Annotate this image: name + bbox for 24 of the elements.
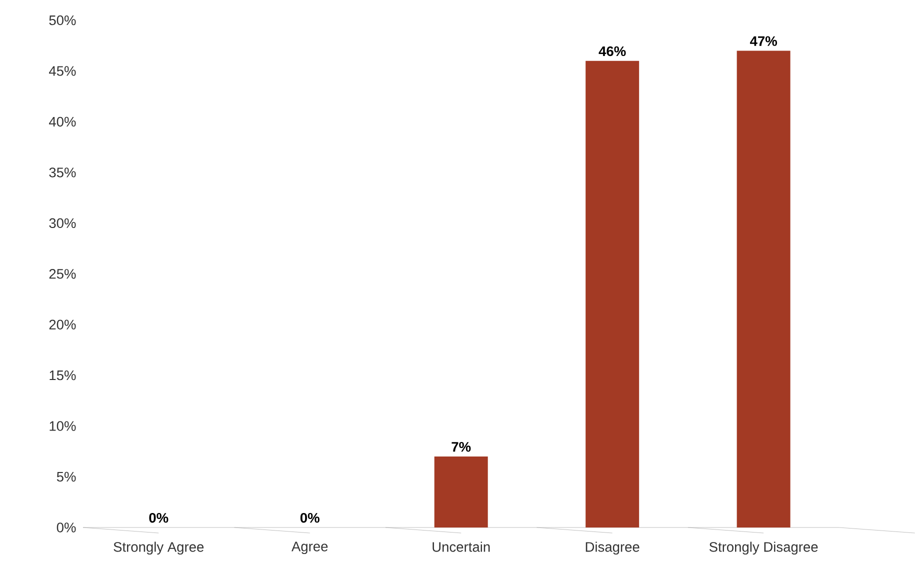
y-tick-label: 25% [49, 269, 76, 279]
y-tick-label: 50% [49, 16, 76, 26]
y-tick-label: 5% [56, 472, 76, 482]
data-label: 0% [149, 513, 168, 523]
y-tick-label: 30% [49, 218, 76, 228]
y-tick-label: 20% [49, 320, 76, 330]
x-tick-label: Strongly Disagree [709, 542, 818, 555]
x-tick-label: Disagree [586, 542, 640, 555]
x-tick-label: Agree [292, 542, 328, 554]
data-label: 47% [750, 36, 777, 46]
data-label: 7% [452, 442, 471, 452]
x-tick-label: Uncertain [432, 542, 490, 552]
bar [586, 61, 640, 528]
y-tick-label: 35% [49, 168, 76, 178]
y-tick-label: 0% [56, 522, 76, 533]
bar [736, 50, 790, 528]
x-tick-label: Strongly Agree [114, 542, 204, 555]
bar [434, 456, 488, 528]
y-tick-label: 15% [50, 370, 76, 380]
data-label: 46% [598, 46, 626, 56]
y-tick-label: 10% [50, 421, 76, 432]
data-label: 0% [300, 513, 320, 523]
y-tick-label: 40% [49, 117, 76, 127]
y-tick-label: 45% [49, 66, 76, 76]
